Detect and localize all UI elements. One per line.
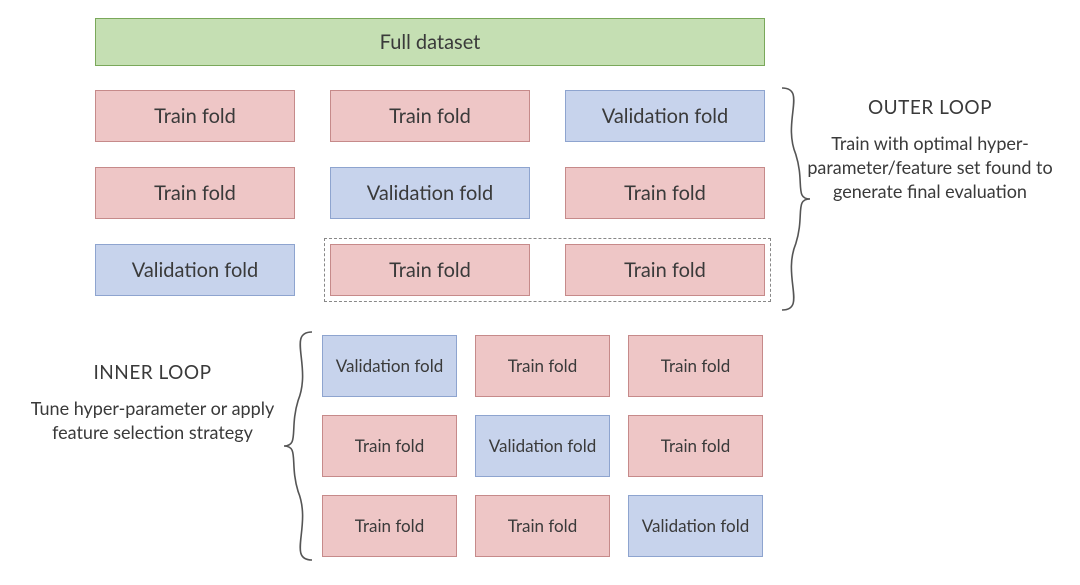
fold-label: Validation fold: [336, 356, 443, 376]
train-fold-box: Train fold: [330, 90, 530, 142]
fold-label: Validation fold: [132, 259, 258, 282]
fold-label: Validation fold: [602, 105, 728, 128]
train-fold-box: Train fold: [322, 495, 457, 557]
fold-label: Train fold: [355, 436, 424, 456]
full-dataset-box: Full dataset: [95, 18, 765, 66]
validation-fold-box: Validation fold: [475, 415, 610, 477]
validation-fold-box: Validation fold: [330, 167, 530, 219]
train-fold-box: Train fold: [95, 167, 295, 219]
fold-label: Validation fold: [642, 516, 749, 536]
inner-loop-brace: [284, 332, 312, 560]
train-fold-box: Train fold: [628, 415, 763, 477]
fold-label: Train fold: [355, 516, 424, 536]
validation-fold-box: Validation fold: [95, 244, 295, 296]
inner-loop-description: Tune hyper-parameter or apply feature se…: [30, 396, 275, 445]
full-dataset-label: Full dataset: [380, 30, 481, 54]
validation-fold-box: Validation fold: [322, 335, 457, 397]
train-fold-box: Train fold: [322, 415, 457, 477]
fold-label: Train fold: [624, 182, 706, 205]
fold-label: Train fold: [154, 182, 236, 205]
outer-loop-title: OUTER LOOP: [805, 95, 1055, 121]
train-fold-box: Train fold: [565, 167, 765, 219]
fold-label: Train fold: [389, 105, 471, 128]
outer-loop-label: OUTER LOOP Train with optimal hyper-para…: [805, 95, 1055, 204]
train-fold-box: Train fold: [95, 90, 295, 142]
fold-label: Train fold: [154, 105, 236, 128]
inner-loop-label: INNER LOOP Tune hyper-parameter or apply…: [30, 360, 275, 444]
fold-label: Train fold: [508, 356, 577, 376]
fold-label: Train fold: [661, 356, 730, 376]
dashed-selection-box: [324, 238, 771, 302]
fold-label: Validation fold: [367, 182, 493, 205]
train-fold-box: Train fold: [475, 495, 610, 557]
outer-loop-description: Train with optimal hyper-parameter/featu…: [805, 131, 1055, 204]
validation-fold-box: Validation fold: [628, 495, 763, 557]
fold-label: Train fold: [661, 436, 730, 456]
train-fold-box: Train fold: [628, 335, 763, 397]
fold-label: Validation fold: [489, 436, 596, 456]
fold-label: Train fold: [508, 516, 577, 536]
inner-loop-title: INNER LOOP: [30, 360, 275, 386]
validation-fold-box: Validation fold: [565, 90, 765, 142]
train-fold-box: Train fold: [475, 335, 610, 397]
